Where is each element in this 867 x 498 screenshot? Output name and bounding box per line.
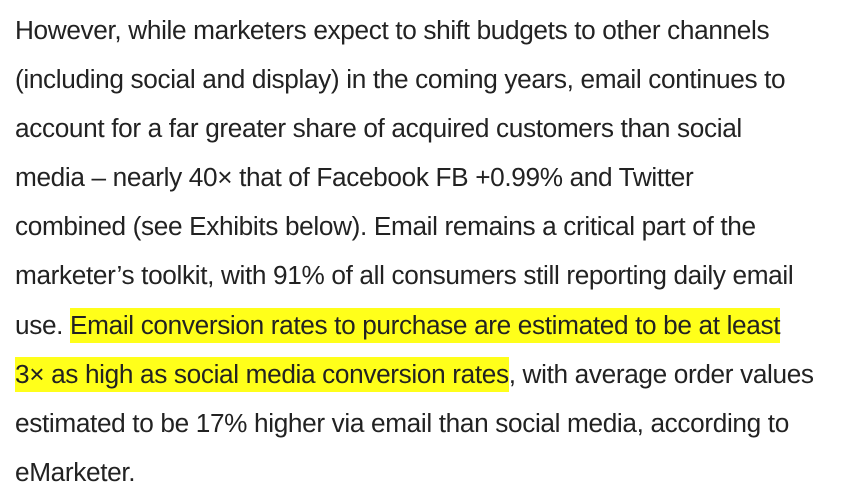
line-text: use. (15, 309, 71, 340)
line-text: media – nearly 40× that of Facebook (15, 162, 436, 193)
paragraph-line: use. Email conversion rates to purchase … (15, 301, 865, 350)
article-paragraph: However, while marketers expect to shift… (15, 6, 865, 497)
paragraph-line: account for a far greater share of acqui… (15, 113, 742, 144)
paragraph-line: (including social and display) in the co… (15, 64, 786, 95)
paragraph-line: media – nearly 40× that of Facebook FB +… (15, 153, 865, 202)
paragraph-line: marketer’s toolkit, with 91% of all cons… (15, 260, 794, 291)
line-text: and Twitter (562, 162, 694, 193)
paragraph-line: estimated to be 17% higher via email tha… (15, 407, 789, 438)
highlighted-quote[interactable]: 3× as high as social media conversion ra… (15, 356, 509, 392)
highlighted-quote[interactable]: Email conversion rates to purchase are e… (70, 307, 781, 343)
paragraph-line: eMarketer. (15, 456, 136, 487)
paragraph-line: However, while marketers expect to shift… (15, 15, 770, 45)
paragraph-line: 3× as high as social media conversion ra… (15, 350, 865, 399)
stock-ticker-link[interactable]: FB +0.99% (435, 162, 563, 193)
paragraph-line: combined (see Exhibits below). Email rem… (15, 211, 756, 242)
line-text: , with average order values (508, 358, 814, 389)
